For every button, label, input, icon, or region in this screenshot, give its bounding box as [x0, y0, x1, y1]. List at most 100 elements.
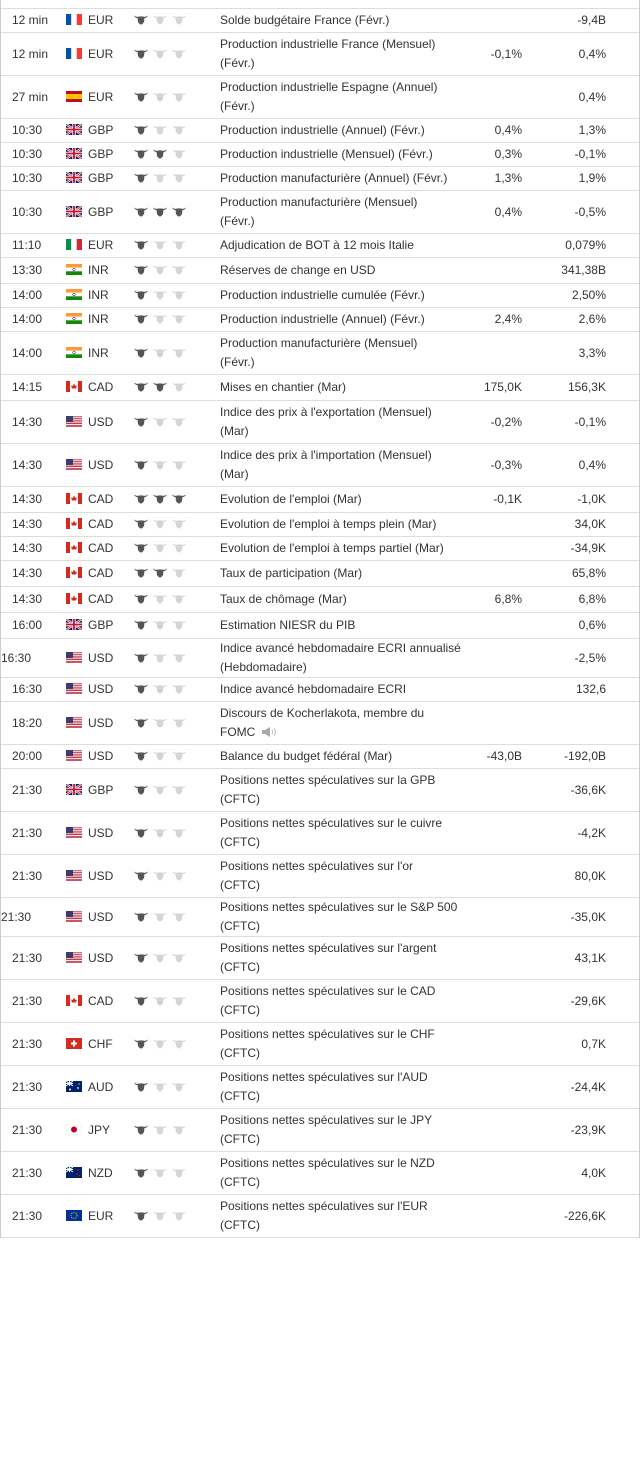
time: 21:30 [1, 1194, 66, 1238]
currency: CAD [88, 566, 114, 580]
bull-icon [153, 348, 167, 357]
bull-icon [134, 543, 148, 553]
event: Positions nettes spéculatives sur l'AUD … [220, 1070, 428, 1103]
event: Indice avancé hebdomadaire ECRI annualis… [220, 641, 461, 674]
flag [66, 313, 82, 324]
bull-icon [172, 348, 186, 357]
currency: USD [88, 825, 114, 840]
bull-icon [172, 15, 186, 25]
bull-icon [134, 173, 148, 183]
currency: GBP [88, 123, 114, 137]
flag [66, 124, 82, 135]
bull-icon [134, 314, 148, 324]
bull-icon [134, 207, 148, 216]
bull-icon [172, 543, 186, 553]
currency: USD [88, 457, 114, 472]
previous: -29,6K [522, 979, 606, 1023]
previous: 341,38B [522, 257, 606, 284]
importance-cell [133, 142, 220, 167]
currency-cell: CAD [66, 486, 133, 513]
event-cell: Positions nettes spéculatives sur la GPB… [220, 768, 465, 812]
spacer [606, 1065, 639, 1109]
bull-icon [153, 751, 167, 761]
bull-icon [134, 996, 148, 1005]
currency: INR [88, 345, 109, 360]
currency: GBP [88, 171, 114, 185]
bull-icon [134, 953, 148, 962]
forecast: -0,1% [465, 32, 522, 76]
importance-cell [133, 701, 220, 745]
bull-icon [172, 460, 186, 469]
forecast: -0,2% [465, 400, 522, 444]
event: Réserves de change en USD [220, 263, 376, 277]
event-row: 10:30 GBP Production industrielle (Annuel)… [1, 118, 639, 143]
currency-cell: GBP [66, 118, 133, 143]
bull-icon [134, 568, 148, 578]
forecast [465, 283, 522, 308]
event-cell: Positions nettes spéculatives sur l'or (… [220, 854, 465, 898]
spacer [606, 257, 639, 284]
bull-icon [153, 718, 167, 727]
event-row: 11:10 EUR Adjudication de BOT à 12 mois It… [1, 233, 639, 258]
event-cell: Production manufacturière (Mensuel) (Fév… [220, 331, 465, 375]
forecast: 2,4% [465, 307, 522, 332]
bull-icon [134, 718, 148, 727]
bull-icon [172, 1039, 186, 1048]
event-row: 14:30 CAD Evolution de l'emploi (Mar) -0,1K… [1, 486, 639, 513]
bull-icon [134, 149, 148, 159]
event-cell: Production industrielle cumulée (Févr.) [220, 283, 465, 308]
time: 14:00 [1, 331, 66, 375]
time: 12 min [1, 32, 66, 76]
previous: -192,0B [522, 744, 606, 769]
spacer [606, 443, 639, 487]
forecast: -0,3% [465, 443, 522, 487]
currency-cell: GBP [66, 166, 133, 191]
spacer [606, 32, 639, 76]
time: 27 min [1, 75, 66, 119]
event-cell: Production industrielle (Annuel) (Févr.) [220, 307, 465, 332]
bull-icon [134, 912, 148, 921]
currency: USD [88, 414, 114, 429]
spacer [606, 612, 639, 639]
bull-icon [172, 417, 186, 426]
forecast: 0,3% [465, 142, 522, 167]
event-cell: Evolution de l'emploi (Mar) [220, 486, 465, 513]
spacer [606, 811, 639, 855]
bull-icon [134, 1211, 148, 1220]
importance [133, 783, 190, 797]
time: 12 min [1, 9, 66, 33]
bull-icon [134, 240, 148, 250]
bull-icon [153, 594, 167, 604]
flag [66, 619, 82, 630]
event-cell: Taux de participation (Mar) [220, 560, 465, 587]
spacer [606, 638, 639, 678]
event-cell: Production manufacturière (Mensuel) (Fév… [220, 190, 465, 234]
currency-cell: INR [66, 283, 133, 308]
previous: 2,50% [522, 283, 606, 308]
forecast [465, 75, 522, 119]
previous: -9,4B [522, 9, 606, 33]
event-cell: Positions nettes spéculatives sur le CHF… [220, 1022, 465, 1066]
previous: -2,5% [522, 638, 606, 678]
bull-icon [153, 382, 167, 392]
event-cell: Production manufacturière (Annuel) (Févr… [220, 166, 465, 191]
bull-icon [172, 1168, 186, 1177]
event-row: 21:30 USD Positions nettes spéculatives su… [1, 811, 639, 855]
bull-icon [172, 684, 186, 694]
currency-cell: USD [66, 443, 133, 487]
currency: USD [88, 715, 114, 730]
bull-icon [153, 785, 167, 794]
time: 21:30 [1, 936, 66, 980]
currency: CHF [88, 1036, 113, 1051]
event-row: 21:30 EUR Positions nettes spéculatives su… [1, 1194, 639, 1238]
bull-icon [172, 751, 186, 761]
audio-icon[interactable] [261, 727, 279, 737]
event: Indice avancé hebdomadaire ECRI [220, 682, 407, 696]
flag [66, 869, 82, 881]
importance [133, 492, 190, 506]
forecast [465, 701, 522, 745]
flag [66, 415, 82, 427]
importance-cell [133, 32, 220, 76]
bull-icon [153, 568, 167, 578]
event-cell: Evolution de l'emploi à temps plein (Mar… [220, 512, 465, 537]
